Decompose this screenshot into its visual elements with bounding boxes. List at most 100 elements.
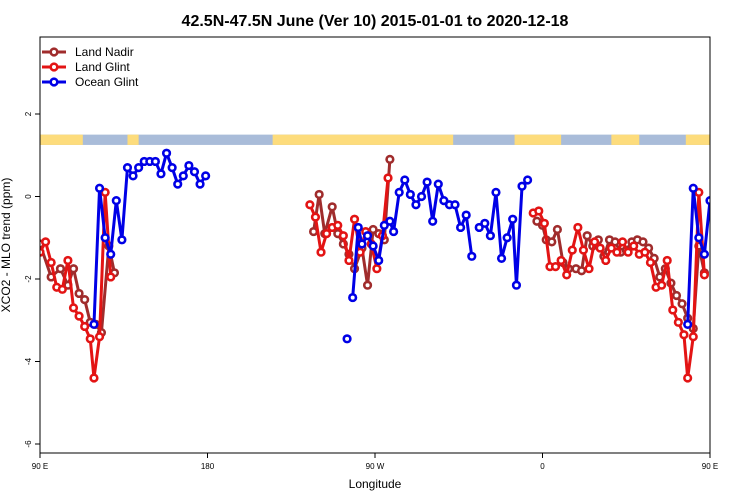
land-glint-point (688, 332, 698, 342)
legend-item-land-nadir: Land Nadir (42, 45, 134, 59)
land-glint-point (310, 212, 321, 222)
land-band (127, 134, 139, 145)
land-glint-point (68, 303, 79, 313)
land-nadir-point (55, 264, 66, 274)
ocean-glint-point (502, 233, 512, 243)
series-ocean-glint (89, 148, 740, 329)
ocean-glint-point (122, 163, 133, 173)
legend-item-land-glint: Land Glint (42, 60, 130, 74)
land-nadir-point (576, 266, 587, 276)
ocean-glint-point (422, 177, 432, 187)
ocean-glint-point (379, 220, 389, 230)
land-glint-point (106, 272, 116, 282)
legend-item-ocean-glint: Ocean Glint (42, 75, 139, 89)
ocean-glint-point (511, 280, 522, 290)
ocean-glint-point (405, 189, 415, 200)
land-nadir-point (368, 224, 378, 235)
land-glint-point (694, 187, 704, 197)
land-band (514, 134, 562, 145)
ocean-glint-point (491, 187, 501, 197)
ocean-glint-point (150, 156, 160, 167)
land-glint-point (623, 247, 633, 257)
ocean-glint-point (201, 171, 211, 181)
ocean-glint-point (433, 179, 443, 189)
ocean-glint-point (348, 292, 358, 303)
land-glint-point (100, 187, 110, 197)
land-glint-point (539, 218, 549, 228)
legend-swatch-point (49, 47, 59, 57)
land-nadir-point (677, 299, 687, 309)
land-nadir-point (547, 237, 557, 247)
land-nadir-point (582, 231, 592, 241)
land-glint-point (673, 317, 683, 327)
land-glint-point (668, 305, 678, 315)
ocean-glint-point (394, 187, 404, 197)
y-axis: -6 -4 -2 0 2 (24, 111, 40, 448)
legend-swatch-point (49, 77, 59, 87)
ocean-glint-point (195, 179, 205, 189)
land-glint-point (699, 270, 710, 280)
y-tick-label: -2 (24, 275, 33, 283)
land-glint-point (640, 247, 650, 257)
ocean-glint-point (705, 196, 710, 206)
land-glint-point (40, 237, 51, 247)
ocean-glint-point (733, 164, 740, 171)
ocean-glint-point (683, 319, 693, 329)
x-tick-label: 90 E (32, 462, 48, 471)
land-band (611, 134, 640, 145)
ocean-glint-point (385, 216, 395, 226)
ocean-glint-point (89, 319, 99, 329)
ocean-glint-point (523, 175, 533, 185)
ocean-glint-point (111, 196, 121, 206)
land-nadir-point (314, 189, 324, 200)
land-glint-point (372, 264, 382, 274)
land-glint-point (316, 247, 326, 257)
legend-label: Ocean Glint (75, 75, 139, 89)
y-tick-label: -6 (24, 440, 33, 448)
land-nadir-point (74, 288, 84, 299)
land-glint-point (595, 243, 605, 253)
land-glint-point (578, 245, 589, 255)
land-nadir-point (532, 216, 542, 226)
land-glint-point (590, 237, 600, 247)
ocean-glint-line (92, 151, 207, 325)
ocean-glint-point (189, 167, 200, 177)
land-nadir-point (80, 295, 90, 305)
y-tick-label: 2 (24, 111, 33, 116)
land-glint-point (344, 255, 354, 266)
ocean-glint-point (411, 200, 421, 210)
land-glint-point (85, 334, 95, 344)
ocean-glint-point (342, 334, 352, 344)
land-glint-point (63, 255, 73, 266)
ocean-glint-point (694, 233, 704, 243)
land-glint-point (562, 270, 572, 280)
ocean-glint-point (161, 148, 172, 158)
land-glint-point (679, 330, 689, 340)
land-glint-line (40, 190, 113, 380)
land-glint-point (80, 321, 90, 332)
land-glint-point (534, 206, 544, 216)
land-nadir-point (552, 224, 562, 235)
land-nadir-point (327, 202, 337, 212)
land-nadir-point (68, 264, 79, 274)
ocean-glint-point (496, 253, 507, 263)
ocean-glint-point (480, 218, 490, 228)
ocean-glint-point (474, 222, 484, 233)
ocean-glint-point (357, 239, 367, 249)
land-glint-point (662, 255, 672, 266)
land-nadir-point (362, 280, 373, 290)
ocean-glint-point (173, 179, 183, 189)
land-nadir-line (536, 220, 706, 330)
land-glint-point (556, 255, 566, 266)
ocean-glint-point (450, 200, 460, 210)
land-glint-point (567, 245, 577, 255)
x-axis-label: Longitude (349, 477, 402, 491)
ocean-glint-point (362, 231, 373, 241)
x-tick-label: 90 W (366, 462, 385, 471)
land-glint-point (584, 264, 594, 274)
land-glint-point (57, 284, 67, 294)
land-glint-point (612, 247, 622, 257)
ocean-glint-point (508, 214, 518, 224)
land-glint-point (322, 229, 332, 239)
